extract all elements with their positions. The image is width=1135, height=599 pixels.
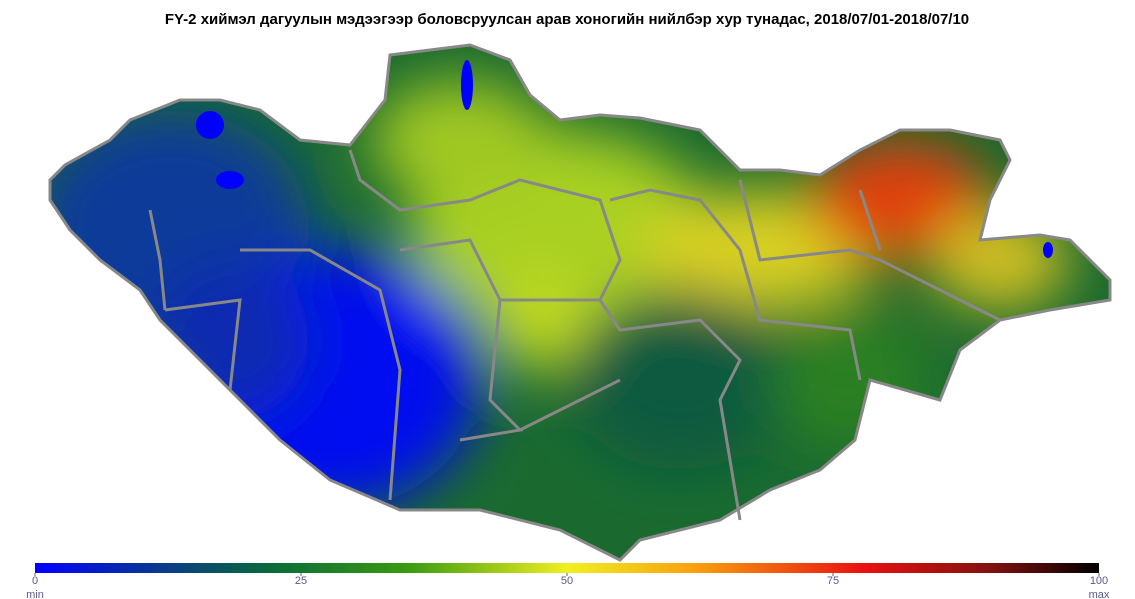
map-title: FY-2 хиймэл дагуулын мэдээгээр боловсруу… bbox=[165, 11, 969, 28]
colorbar-tick-label: 0 bbox=[32, 575, 38, 587]
colorbar: 0 25 50 75 100 min max bbox=[26, 563, 1110, 599]
colorbar-tick-label: 100 bbox=[1090, 575, 1108, 587]
colorbar-tick-label: 75 bbox=[827, 575, 839, 587]
province-borders bbox=[148, 149, 1001, 521]
colorbar-tick-label: 25 bbox=[295, 575, 307, 587]
colorbar-tick-label: 50 bbox=[561, 575, 573, 587]
colorbar-ramp bbox=[35, 563, 1099, 573]
colorbar-min-label: min bbox=[26, 589, 44, 599]
colorbar-max-label: max bbox=[1089, 589, 1110, 599]
